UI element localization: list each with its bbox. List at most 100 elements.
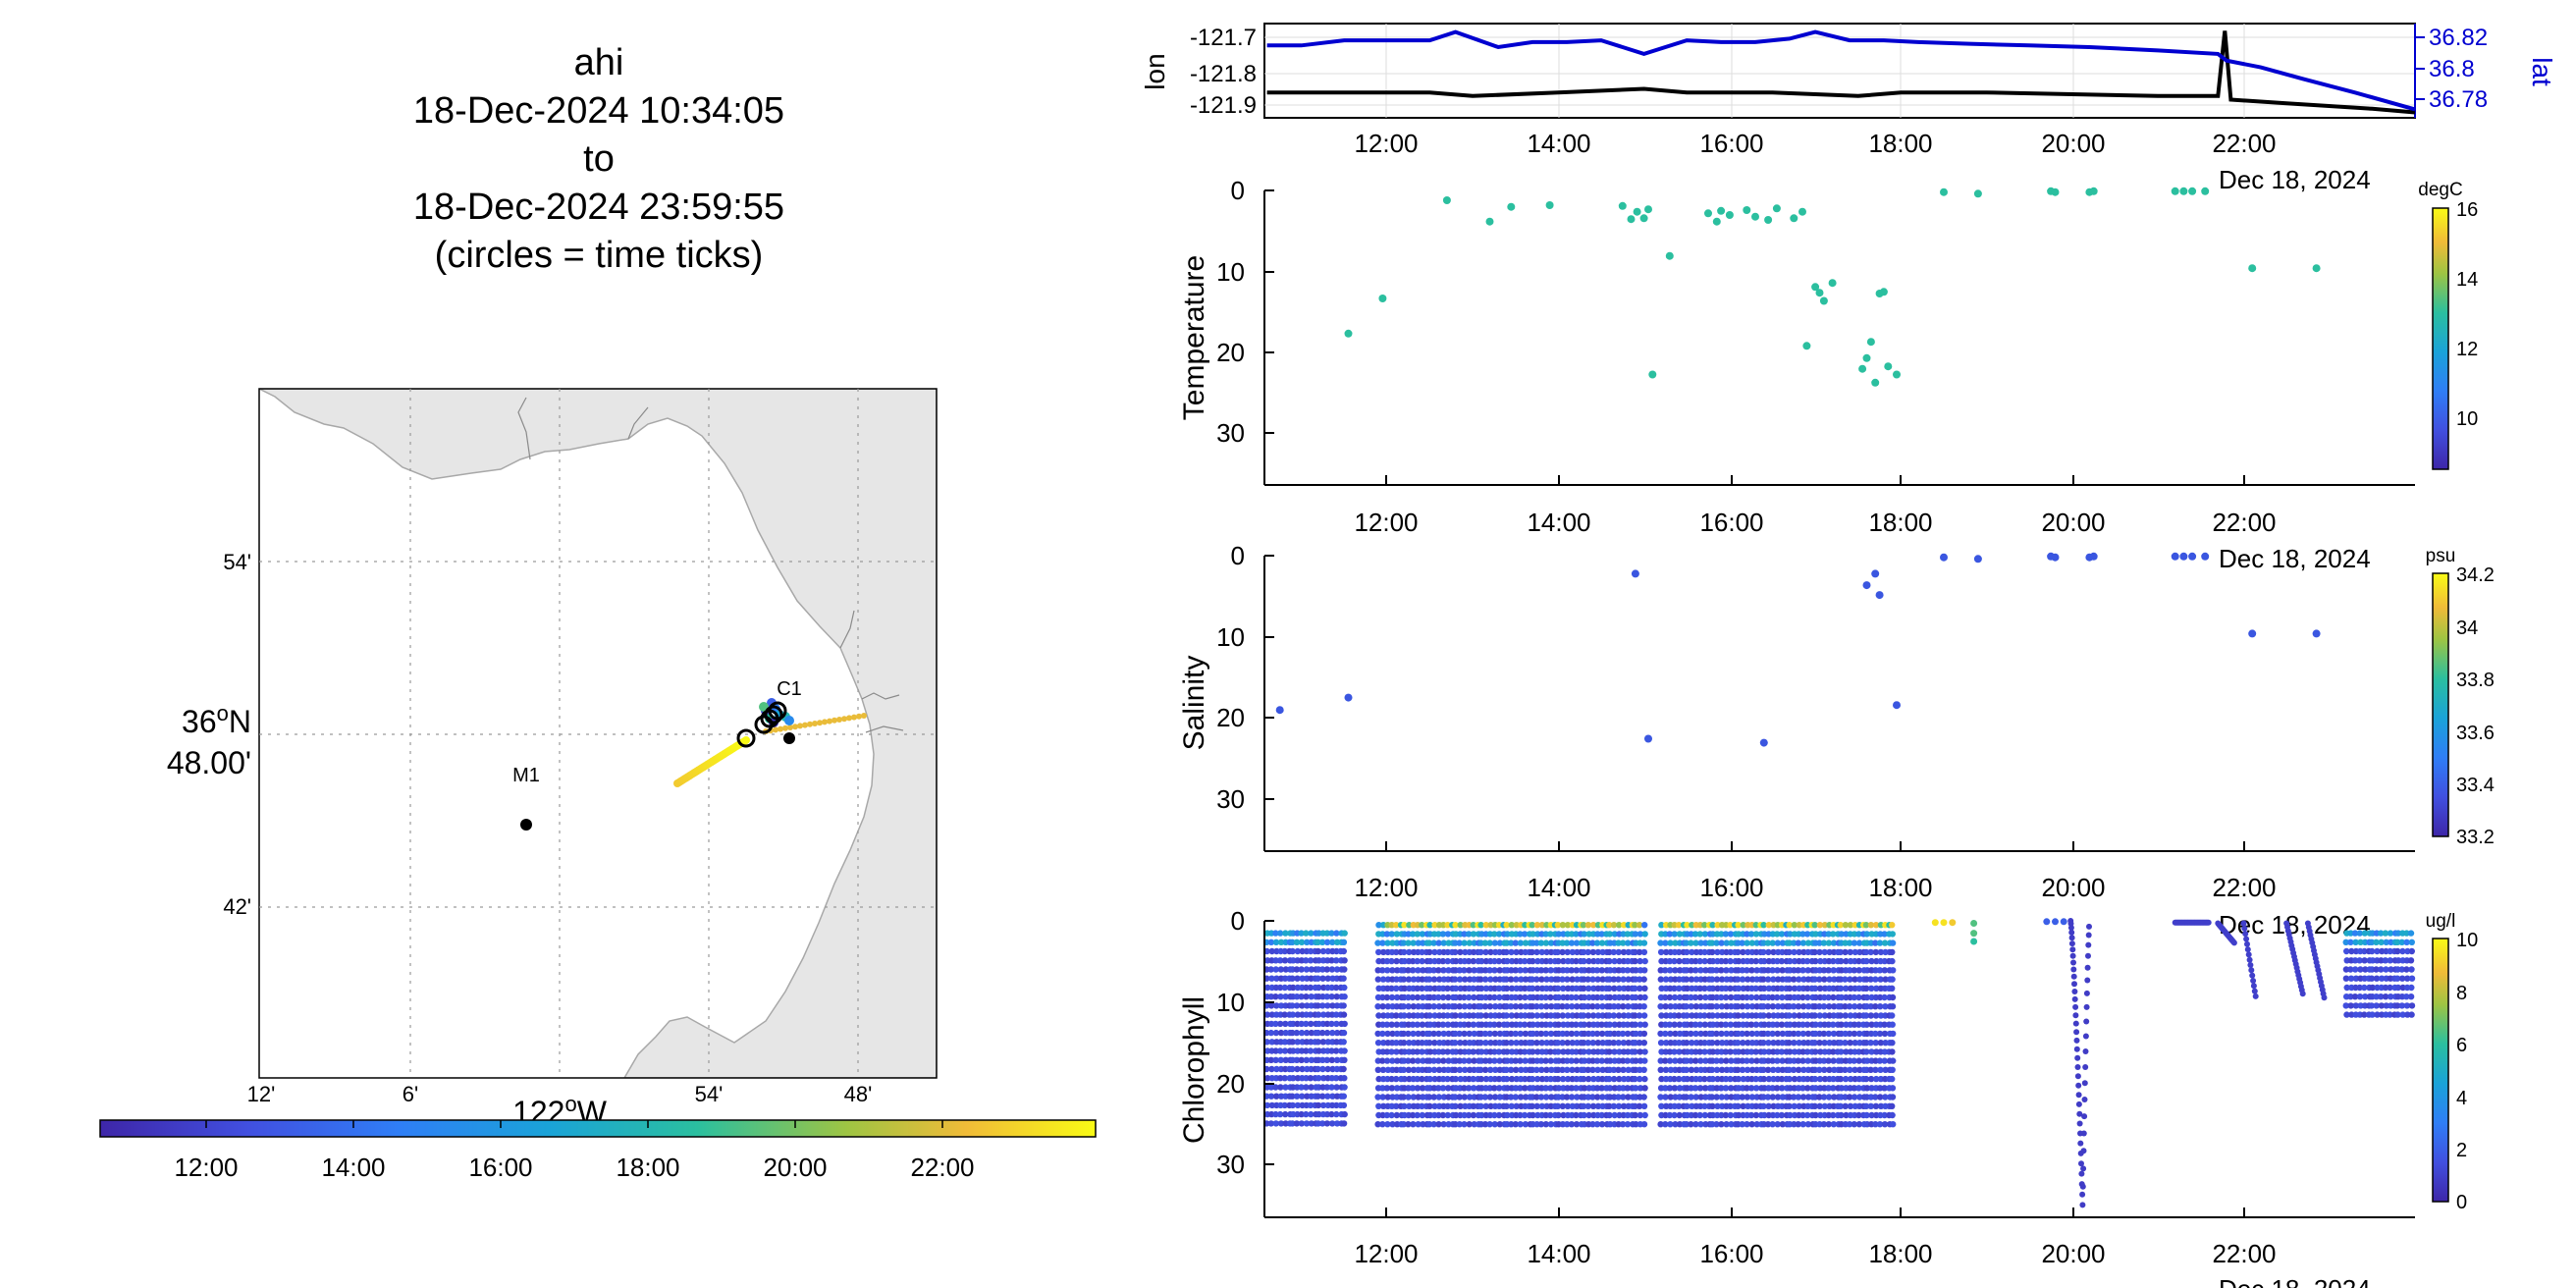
chlorophyll-point	[1496, 1094, 1504, 1100]
chlorophyll-point	[1584, 1102, 1592, 1110]
chlorophyll-point	[1949, 919, 1957, 927]
chlorophyll-point	[1877, 1094, 1884, 1100]
map-land	[259, 389, 937, 1078]
chlorophyll-point	[1478, 1021, 1485, 1028]
chlorophyll-point	[2250, 983, 2257, 990]
map-frame	[258, 388, 938, 1079]
chlorophyll-point	[2369, 1011, 2376, 1018]
map-panel: 54' 42' 36oN 48.00' 12' 6' 54' 48' 122oW…	[167, 388, 938, 1130]
chlorophyll-point	[1426, 985, 1434, 992]
chlorophyll-point	[1439, 1111, 1447, 1119]
chlorophyll-point	[1881, 1111, 1888, 1119]
chlorophyll-point	[1303, 1084, 1310, 1091]
chlorophyll-point	[1843, 1111, 1850, 1119]
chlorophyll-point	[1444, 931, 1452, 938]
chlorophyll-point	[1692, 1094, 1699, 1100]
chlorophyll-point	[1877, 1066, 1884, 1074]
chlorophyll-point	[1559, 1075, 1567, 1083]
chlorophyll-point	[1456, 1002, 1464, 1010]
chlorophyll-point	[1323, 1120, 1331, 1127]
chlorophyll-point	[1593, 1085, 1601, 1092]
chlorophyll-point	[1606, 985, 1613, 992]
chlorophyll-point	[1315, 984, 1322, 992]
chlorophyll-point	[2351, 957, 2359, 964]
chlorophyll-point	[1598, 1030, 1606, 1038]
chlorophyll-point	[2403, 939, 2410, 945]
chlorophyll-point	[2347, 939, 2354, 945]
chlorophyll-point	[1799, 1121, 1806, 1128]
chlorophyll-point	[1672, 1057, 1679, 1064]
chlorophyll-point	[1970, 938, 1978, 945]
chlorophyll-point	[2244, 940, 2250, 947]
chlorophyll-point	[1728, 967, 1735, 974]
chlorophyll-point	[1496, 1002, 1504, 1010]
chlorophyll-point	[1877, 922, 1885, 929]
chlorophyll-point	[1663, 1102, 1670, 1110]
chlorophyll-point	[1328, 930, 1335, 937]
lon-label-48: 48'	[844, 1082, 873, 1106]
chlorophyll-point	[1830, 1021, 1837, 1028]
chlorophyll-point	[2347, 975, 2355, 982]
chlorophyll-point	[1740, 985, 1747, 992]
chlorophyll-point	[1513, 1066, 1520, 1074]
chlorophyll-point	[1662, 1030, 1669, 1038]
chlorophyll-point	[1466, 1121, 1473, 1128]
chlorophyll-point	[1804, 1094, 1812, 1100]
chlorophyll-point	[1683, 967, 1690, 974]
chlorophyll-point	[1568, 1121, 1576, 1128]
chlorophyll-point	[1481, 1121, 1489, 1128]
chlorophyll-point	[1555, 1048, 1562, 1055]
chlorophyll-point	[1838, 1048, 1845, 1055]
chlorophyll-point	[1512, 967, 1520, 974]
chlorophyll-point	[1882, 1094, 1889, 1100]
chl-x-tick-16: 16:00	[1699, 1239, 1763, 1268]
chlorophyll-point	[1688, 1094, 1694, 1100]
temperature-point	[1545, 201, 1554, 209]
chlorophyll-point	[1764, 1030, 1772, 1038]
chlorophyll-point	[1548, 1002, 1555, 1010]
chlorophyll-point	[2084, 977, 2091, 984]
chlorophyll-point	[1931, 919, 1939, 927]
chlorophyll-point	[1851, 993, 1858, 1001]
track-point	[841, 716, 847, 723]
chlorophyll-point	[1881, 939, 1889, 946]
chlorophyll-point	[1303, 984, 1310, 992]
chlorophyll-point	[1542, 1085, 1549, 1092]
chlorophyll-point	[1816, 1075, 1824, 1083]
chlorophyll-point	[1723, 1121, 1730, 1128]
chlorophyll-point	[1457, 985, 1465, 992]
chlorophyll-point	[1431, 948, 1438, 956]
chlorophyll-point	[1315, 1065, 1321, 1073]
chlorophyll-point	[1708, 976, 1716, 983]
chlorophyll-point	[2241, 925, 2248, 932]
chlorophyll-point	[1315, 1029, 1321, 1037]
chlorophyll-point	[1491, 1057, 1498, 1064]
chlorophyll-point	[1477, 976, 1484, 983]
chlorophyll-point	[1663, 948, 1670, 956]
salinity-point	[2089, 552, 2098, 561]
chlorophyll-point	[1477, 1102, 1484, 1110]
chlorophyll-point	[1774, 1094, 1782, 1100]
temp-y-tick-0: 0	[1231, 176, 1245, 205]
chlorophyll-point	[1889, 1111, 1896, 1119]
chlorophyll-point	[1430, 1094, 1437, 1100]
chlorophyll-point	[1409, 993, 1417, 1001]
chlorophyll-point	[1419, 1040, 1425, 1046]
chlorophyll-point	[1486, 939, 1493, 946]
chlorophyll-point	[1598, 931, 1605, 938]
chlorophyll-point	[1637, 957, 1643, 965]
chlorophyll-point	[1581, 957, 1587, 965]
chlorophyll-point	[1341, 1047, 1348, 1054]
chlorophyll-point	[1718, 967, 1725, 974]
chlorophyll-point	[1410, 1066, 1418, 1074]
chlorophyll-point	[1676, 1048, 1683, 1055]
chlorophyll-point	[1420, 967, 1426, 974]
chlorophyll-point	[1486, 967, 1493, 974]
chlorophyll-point	[1636, 948, 1643, 956]
chlorophyll-point	[1426, 948, 1433, 956]
chlorophyll-point	[1409, 1111, 1417, 1119]
chlorophyll-point	[1641, 957, 1648, 965]
track-point	[802, 722, 808, 728]
chlorophyll-point	[1676, 1111, 1683, 1119]
chlorophyll-point	[1307, 984, 1315, 992]
